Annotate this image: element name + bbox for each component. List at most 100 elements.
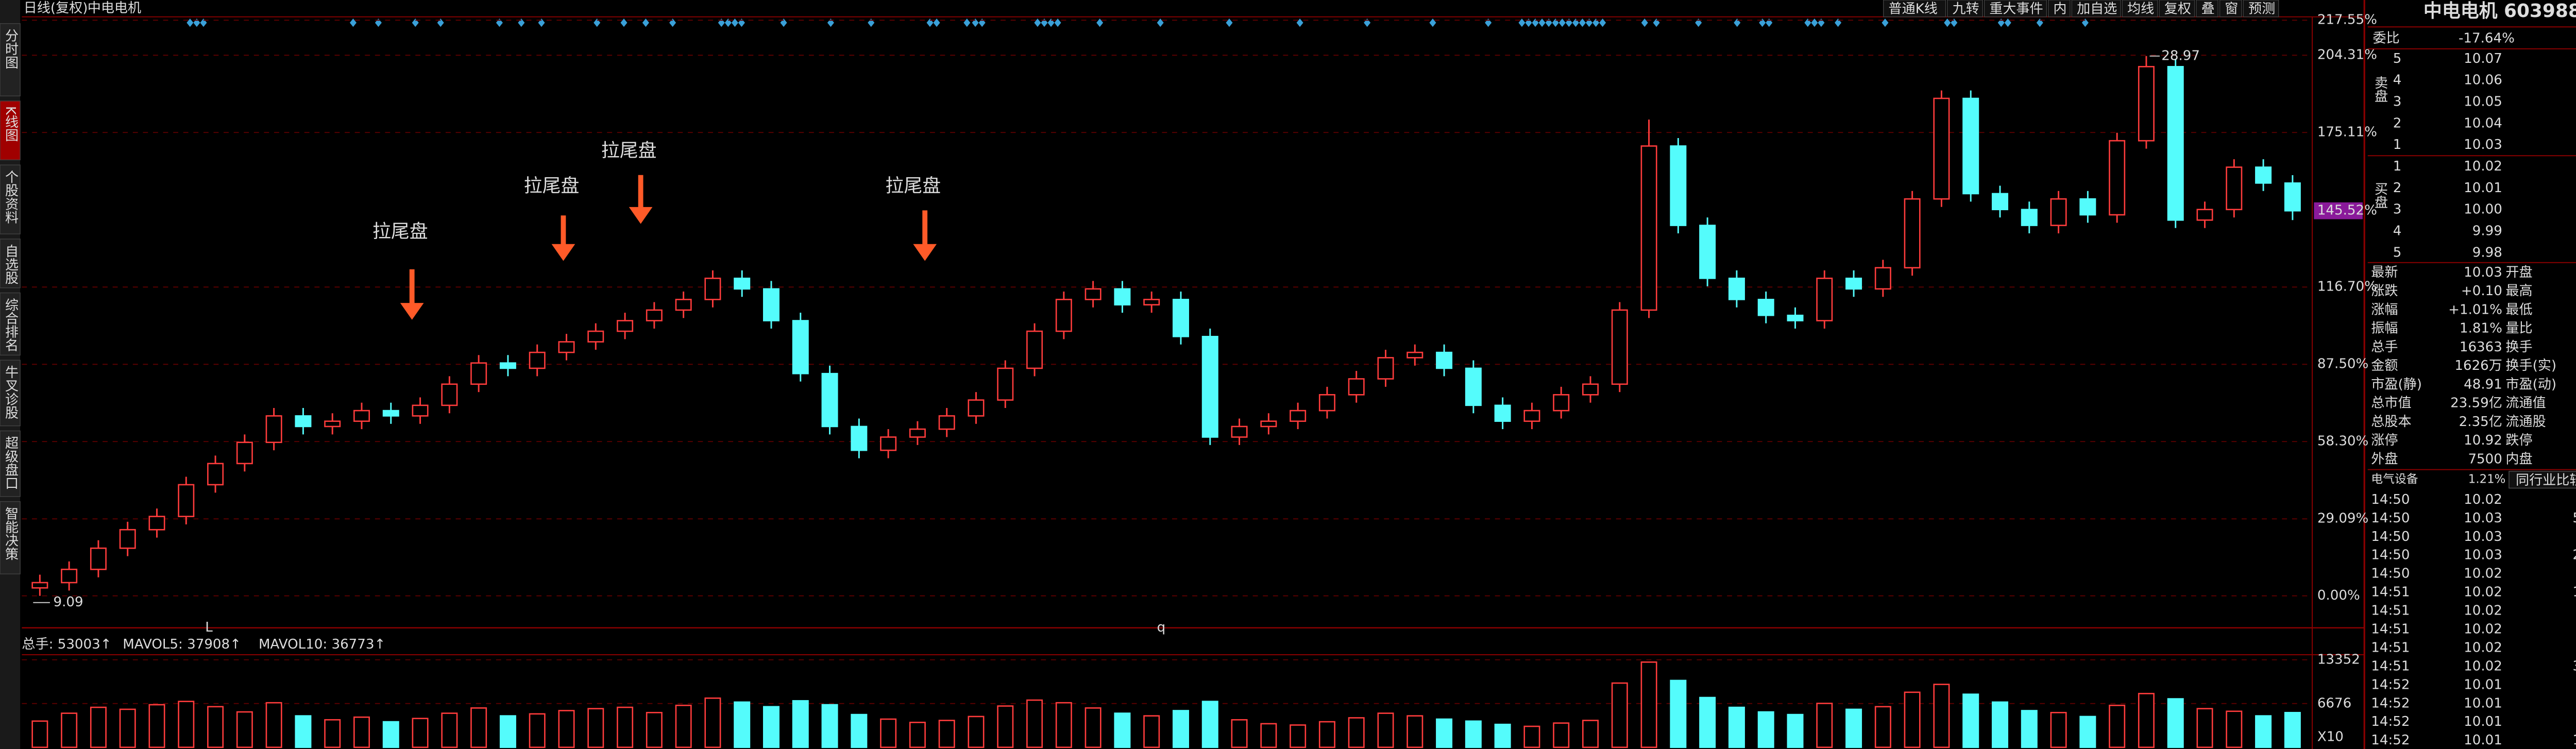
candle-body xyxy=(734,277,751,290)
y-tick-label: 0.00% xyxy=(2317,588,2360,603)
stat-value: +0.10 xyxy=(2461,283,2502,299)
candle-body xyxy=(1757,299,1774,316)
toolbar-label: 预测 xyxy=(2248,1,2275,16)
candle-body xyxy=(1787,314,1804,321)
candle-body xyxy=(1055,299,1072,332)
tick-time: 14:52 xyxy=(2371,677,2410,692)
candle-body xyxy=(1728,277,1745,300)
price: 10.00 xyxy=(2464,202,2502,217)
volume-bar xyxy=(558,710,575,748)
volume-bar xyxy=(1816,703,1833,748)
stat-label: 最高 xyxy=(2505,283,2532,299)
volume-bar xyxy=(1114,712,1131,748)
toolbar-button[interactable] xyxy=(2122,0,2158,18)
volume-bar xyxy=(2284,711,2301,748)
volume-bar xyxy=(1523,725,1540,748)
sidebar-tab[interactable] xyxy=(0,239,21,288)
volume-bar xyxy=(1640,661,1657,748)
candle-body xyxy=(1816,277,1833,321)
event-marker[interactable] xyxy=(1558,18,1566,27)
toolbar-button[interactable] xyxy=(2196,0,2218,18)
toolbar-button[interactable] xyxy=(2243,0,2279,18)
sidebar-tab[interactable] xyxy=(0,292,21,356)
toolbar-button[interactable] xyxy=(2071,0,2121,18)
volume-bar xyxy=(382,721,399,748)
annotation: 拉尾盘 xyxy=(524,176,580,197)
event-marker[interactable] xyxy=(1096,18,1104,27)
level: 2 xyxy=(2393,115,2402,131)
candle-body xyxy=(704,277,721,300)
volume-legend: MAVOL10: 36773↑ xyxy=(259,637,385,652)
candle-body xyxy=(1874,267,1891,290)
volume-bar xyxy=(2196,708,2213,748)
volume-bar xyxy=(1874,706,1891,748)
sidebar-tab[interactable] xyxy=(0,23,21,96)
volume-bar xyxy=(1757,711,1774,748)
level: 3 xyxy=(2393,202,2402,217)
toolbar-button[interactable] xyxy=(2047,0,2071,18)
candle-body xyxy=(1436,351,1453,369)
stat-label: 总市值 xyxy=(2371,396,2411,411)
sidebar-tab[interactable] xyxy=(0,430,21,497)
candle-body xyxy=(236,441,253,465)
toolbar-label: 内 xyxy=(2053,1,2066,16)
candle-body xyxy=(441,383,458,406)
volume-bar xyxy=(31,720,48,748)
sidebar-tab[interactable] xyxy=(0,164,21,234)
stat-label: 涨跌 xyxy=(2371,283,2398,299)
tick-price: 10.02 xyxy=(2464,585,2502,600)
weibi-label: 委比 xyxy=(2373,31,2400,46)
candle-body xyxy=(148,516,165,531)
volume-bar xyxy=(968,716,985,748)
candle-body xyxy=(997,367,1014,401)
volume-bar xyxy=(1904,691,1921,748)
event-marker[interactable] xyxy=(1538,18,1546,27)
sidebar-tab[interactable] xyxy=(0,100,21,161)
level: 4 xyxy=(2393,73,2402,88)
toolbar-button[interactable] xyxy=(2159,0,2195,18)
stock-name: 中电电机 xyxy=(88,1,141,16)
stat-value: 2.35亿 xyxy=(2459,414,2502,430)
toolbar-button[interactable] xyxy=(1883,0,1946,18)
stat-label: 跌停 xyxy=(2505,433,2532,448)
stat-value: 7500 xyxy=(2468,451,2502,467)
event-marker[interactable] xyxy=(1641,18,1648,27)
event-marker[interactable] xyxy=(1579,18,1586,27)
candle-body xyxy=(412,404,429,417)
volume-legend: MAVOL5: 37908↑ xyxy=(123,637,241,652)
volume-tick-label: 13352 xyxy=(2317,652,2360,667)
sidebar-tab[interactable] xyxy=(0,360,21,427)
compare-button[interactable] xyxy=(2509,471,2576,489)
toolbar-label: 复权 xyxy=(2164,1,2191,16)
toolbar-button[interactable] xyxy=(1984,0,2047,18)
volume-bar xyxy=(587,708,604,748)
volume-bar xyxy=(734,701,751,748)
volume-bar xyxy=(1377,712,1394,748)
price: 9.99 xyxy=(2472,223,2502,239)
volume-bar xyxy=(880,718,897,748)
sidebar-tab[interactable] xyxy=(0,501,21,574)
stat-label: 流通值 xyxy=(2505,396,2546,411)
sell-label: 卖盘 xyxy=(2372,76,2387,103)
candle-body xyxy=(499,362,516,369)
tick-price: 10.02 xyxy=(2464,492,2502,507)
level: 2 xyxy=(2393,180,2402,196)
level: 1 xyxy=(2393,159,2402,174)
event-marker[interactable] xyxy=(642,18,649,27)
volume-bar xyxy=(529,713,546,748)
volume-bar xyxy=(1670,679,1687,748)
toolbar-button[interactable] xyxy=(1947,0,1983,18)
stat-label: 总手 xyxy=(2371,339,2398,355)
volume-bar xyxy=(412,718,429,748)
volume-bar xyxy=(1933,684,1950,748)
candle-body xyxy=(587,330,604,343)
price: 10.06 xyxy=(2464,73,2502,88)
volume-bar xyxy=(2138,693,2155,748)
toolbar-button[interactable] xyxy=(2219,0,2242,18)
volume-bar xyxy=(1348,717,1365,748)
stat-label: 涨停 xyxy=(2371,433,2398,448)
candle-body xyxy=(1582,383,1599,396)
candle-body xyxy=(2050,198,2067,226)
tick-volume: 17 xyxy=(2572,585,2576,600)
event-marker[interactable] xyxy=(187,18,194,27)
